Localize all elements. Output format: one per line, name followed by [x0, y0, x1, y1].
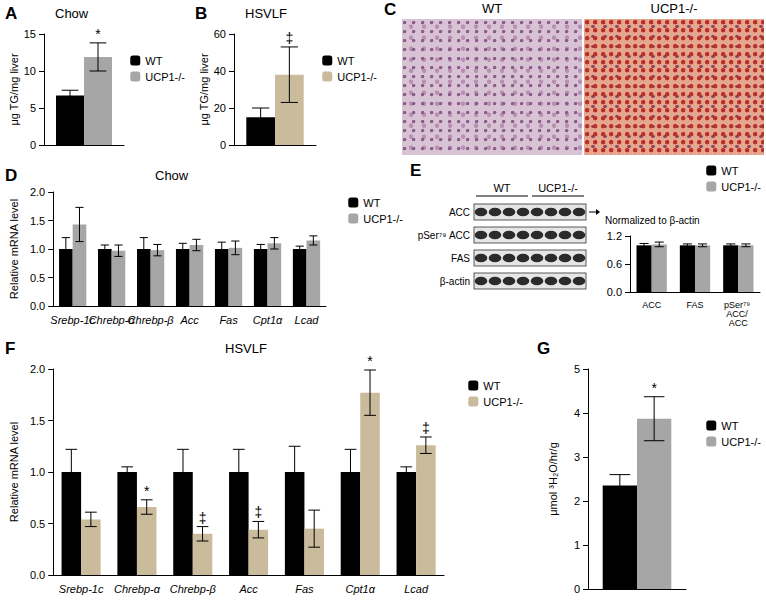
svg-text:15: 15 — [24, 28, 36, 40]
svg-text:WT: WT — [721, 420, 738, 432]
svg-text:ACC: ACC — [642, 300, 662, 310]
svg-text:*: * — [144, 483, 150, 499]
svg-text:pSer⁷⁹ ACC: pSer⁷⁹ ACC — [418, 230, 470, 241]
svg-text:10: 10 — [24, 65, 36, 77]
svg-text:20: 20 — [214, 102, 226, 114]
svg-text:Lcad: Lcad — [404, 583, 429, 595]
svg-text:0.0: 0.0 — [30, 569, 45, 581]
svg-text:μmol ³H₂O/hr/g: μmol ³H₂O/hr/g — [547, 442, 559, 516]
svg-text:UCP1-/-: UCP1-/- — [483, 396, 523, 408]
svg-text:Acc: Acc — [179, 314, 199, 326]
svg-text:40: 40 — [214, 65, 226, 77]
svg-text:UCP1-/-: UCP1-/- — [337, 71, 377, 83]
html-text:C: C — [384, 0, 397, 19]
svg-text:Chow: Chow — [55, 6, 89, 21]
svg-text:HSVLF: HSVLF — [225, 341, 267, 356]
svg-text:Normalized to β-actin: Normalized to β-actin — [605, 215, 700, 226]
svg-text:UCP1-/-: UCP1-/- — [721, 436, 761, 448]
svg-text:μg TG/mg liver: μg TG/mg liver — [8, 53, 20, 125]
svg-text:0.0: 0.0 — [30, 300, 45, 312]
svg-text:WT: WT — [721, 165, 738, 177]
html-text:WT: WT — [481, 1, 503, 16]
svg-text:Chrebp-β: Chrebp-β — [128, 314, 175, 326]
svg-text:UCP1-/-: UCP1-/- — [363, 213, 403, 225]
svg-text:*: * — [95, 26, 101, 42]
svg-text:WT: WT — [337, 55, 354, 67]
svg-text:μg TG/mg liver: μg TG/mg liver — [198, 53, 210, 125]
svg-text:Chrebp-β: Chrebp-β — [170, 583, 217, 595]
svg-text:*: * — [367, 353, 373, 369]
svg-text:3: 3 — [574, 451, 580, 463]
svg-text:2.0: 2.0 — [30, 186, 45, 198]
svg-text:0: 0 — [30, 139, 36, 151]
svg-text:UCP1-/-: UCP1-/- — [538, 182, 578, 194]
svg-text:0.5: 0.5 — [30, 518, 45, 530]
svg-text:*: * — [651, 380, 657, 396]
svg-text:Relative mRNA level: Relative mRNA level — [8, 422, 20, 522]
svg-text:UCP1-/-: UCP1-/- — [721, 181, 761, 193]
html-text:UCP1-/-: UCP1-/- — [650, 1, 698, 16]
svg-text:1.0: 1.0 — [30, 243, 45, 255]
svg-text:4: 4 — [574, 407, 580, 419]
svg-text:ACC: ACC — [449, 207, 470, 218]
svg-text:1.2: 1.2 — [607, 230, 622, 242]
svg-text:Cpt1α: Cpt1α — [345, 583, 375, 595]
svg-text:‡: ‡ — [254, 504, 262, 520]
svg-text:WT: WT — [483, 380, 500, 392]
svg-text:5: 5 — [30, 102, 36, 114]
svg-text:E: E — [410, 161, 421, 180]
svg-text:5: 5 — [574, 363, 580, 375]
svg-text:Fas: Fas — [295, 583, 314, 595]
svg-text:B: B — [195, 4, 207, 23]
svg-text:Chrebp-α: Chrebp-α — [114, 583, 161, 595]
svg-text:Cpt1α: Cpt1α — [253, 314, 283, 326]
svg-text:WT: WT — [493, 182, 510, 194]
svg-text:D: D — [5, 166, 17, 185]
svg-text:60: 60 — [214, 28, 226, 40]
svg-text:Srebp-1c: Srebp-1c — [50, 313, 95, 326]
svg-text:Chow: Chow — [155, 168, 189, 183]
svg-text:FAS: FAS — [686, 300, 703, 310]
svg-text:‡: ‡ — [285, 30, 293, 46]
svg-text:2: 2 — [574, 495, 580, 507]
svg-text:Fas: Fas — [219, 314, 238, 326]
svg-text:ACC/: ACC/ — [726, 308, 751, 319]
svg-text:1.0: 1.0 — [30, 466, 45, 478]
svg-text:2.0: 2.0 — [30, 363, 45, 375]
svg-text:1.5: 1.5 — [30, 415, 45, 427]
svg-text:Chrebp-α: Chrebp-α — [88, 313, 135, 326]
svg-text:0.0: 0.0 — [607, 286, 622, 298]
svg-text:1: 1 — [574, 539, 580, 551]
svg-text:0: 0 — [220, 139, 226, 151]
svg-text:G: G — [537, 339, 550, 358]
svg-text:1.5: 1.5 — [30, 215, 45, 227]
svg-text:‡: ‡ — [422, 420, 430, 436]
svg-text:HSVLF: HSVLF — [245, 6, 287, 21]
svg-text:WT: WT — [145, 55, 162, 67]
svg-text:FAS: FAS — [451, 253, 470, 264]
svg-text:pSer⁷⁹: pSer⁷⁹ — [724, 299, 753, 310]
svg-text:UCP1-/-: UCP1-/- — [145, 71, 185, 83]
svg-text:0: 0 — [574, 583, 580, 595]
svg-text:A: A — [5, 4, 17, 23]
svg-text:0.6: 0.6 — [607, 258, 622, 270]
svg-text:Acc: Acc — [238, 583, 258, 595]
svg-text:0.5: 0.5 — [30, 272, 45, 284]
svg-text:Relative mRNA level: Relative mRNA level — [8, 199, 20, 299]
svg-text:‡: ‡ — [199, 510, 207, 526]
svg-text:Srebp-1c: Srebp-1c — [59, 583, 104, 595]
svg-text:WT: WT — [363, 197, 380, 209]
svg-text:β-actin: β-actin — [440, 276, 470, 287]
svg-text:F: F — [5, 339, 15, 358]
svg-text:ACC: ACC — [729, 318, 749, 328]
svg-text:Lcad: Lcad — [295, 314, 320, 326]
